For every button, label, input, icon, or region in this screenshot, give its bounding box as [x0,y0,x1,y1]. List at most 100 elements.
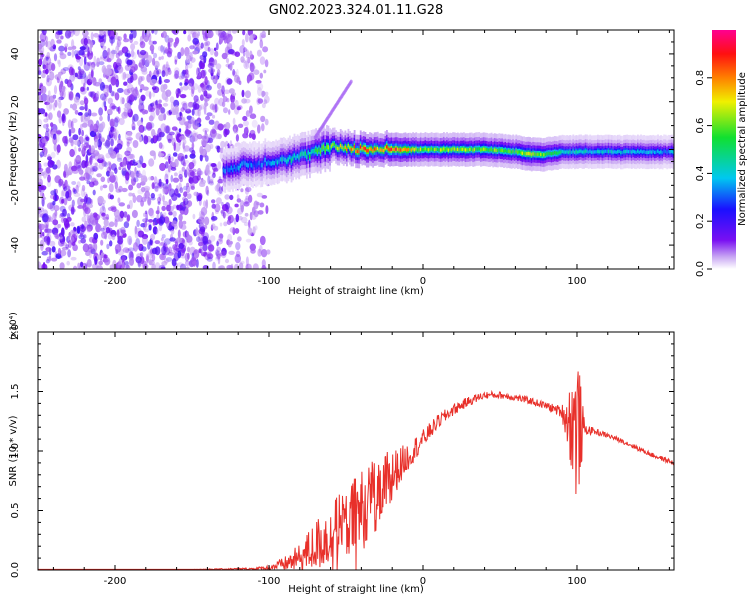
noise-speckle [141,236,148,245]
noise-speckle [79,106,85,111]
noise-speckle [206,253,214,260]
noise-speckle [134,230,139,239]
ridge-cell [244,161,247,166]
noise-speckle [67,249,71,258]
noise-speckle [129,170,135,178]
noise-speckle [182,160,186,167]
noise-speckle [263,99,268,105]
ridge-cell [623,150,626,154]
noise-speckle [243,221,249,227]
noise-speckle [90,69,94,79]
noise-speckle [212,170,216,175]
noise-speckle [47,159,54,168]
noise-speckle [104,92,109,98]
noise-speckle [221,101,226,108]
ridge-cell [613,150,616,154]
noise-speckle [60,80,64,88]
noise-speckle [176,93,179,99]
ridge-cell [646,150,649,154]
ridge-cell [352,147,355,152]
noise-speckle [80,198,85,203]
noise-speckle [234,203,239,208]
ridge-cell [667,149,670,154]
noise-speckle [82,43,89,53]
noise-speckle [237,207,244,215]
noise-speckle [88,144,92,153]
noise-speckle [183,191,188,198]
noise-speckle [115,215,122,223]
noise-speckle [246,264,249,269]
noise-speckle [187,119,192,129]
ridge-cell [483,147,485,151]
noise-speckle [245,59,248,68]
noise-speckle [216,255,221,260]
noise-speckle [81,184,86,192]
noise-speckle [63,170,67,178]
noise-speckle [205,164,210,174]
noise-speckle [178,75,185,80]
ridge-cell [316,149,319,154]
noise-speckle [115,52,120,59]
noise-speckle [179,82,183,86]
noise-speckle [65,244,70,249]
noise-speckle [140,175,148,184]
noise-speckle [217,123,224,131]
noise-speckle [77,205,84,209]
noise-speckle [173,67,180,75]
noise-speckle [39,95,42,101]
noise-speckle [157,201,161,205]
noise-speckle [102,49,108,59]
ridge-cell [296,154,299,159]
ridge-cell [401,148,404,152]
noise-speckle [107,113,110,122]
noise-speckle [59,232,63,238]
ridge-cell [443,147,445,151]
ridge-cell [418,148,421,152]
noise-speckle [117,36,122,42]
noise-speckle [109,36,116,44]
ridge-cell [339,144,342,148]
noise-speckle [261,195,268,199]
noise-speckle [148,259,153,266]
noise-speckle [190,181,195,189]
noise-speckle [196,67,200,77]
noise-speckle [241,89,245,98]
noise-speckle [215,249,220,256]
ridge-cell [227,167,230,172]
noise-speckle [167,47,173,55]
noise-speckle [196,236,201,243]
noise-speckle [160,241,167,246]
ridge-cell [379,148,382,152]
noise-speckle [222,96,228,103]
noise-speckle [221,247,227,256]
noise-speckle [124,260,129,266]
noise-speckle [207,244,215,252]
ridge-cell [258,160,261,166]
noise-speckle [261,249,268,258]
noise-speckle [99,93,107,101]
noise-speckle [124,64,131,71]
noise-speckle [183,145,190,152]
noise-speckle [219,222,223,227]
noise-speckle [197,75,201,79]
noise-speckle [45,130,49,140]
noise-speckle [48,68,52,74]
noise-speckle [199,179,206,185]
noise-speckle [179,263,187,269]
noise-speckle [125,264,131,269]
noise-speckle [63,108,69,115]
noise-speckle [208,119,215,125]
ridge-cell [398,148,401,152]
noise-speckle [162,195,165,202]
ridge-cell [507,149,510,153]
ridge-cell [349,146,351,150]
noise-speckle [52,212,57,221]
ridge-cell [629,150,632,154]
ridge-cell [335,145,338,149]
noise-speckle [110,90,115,97]
noise-speckle [214,97,220,106]
ridge-cell [486,147,488,152]
ridge-cell [617,150,619,154]
noise-speckle [80,238,86,244]
